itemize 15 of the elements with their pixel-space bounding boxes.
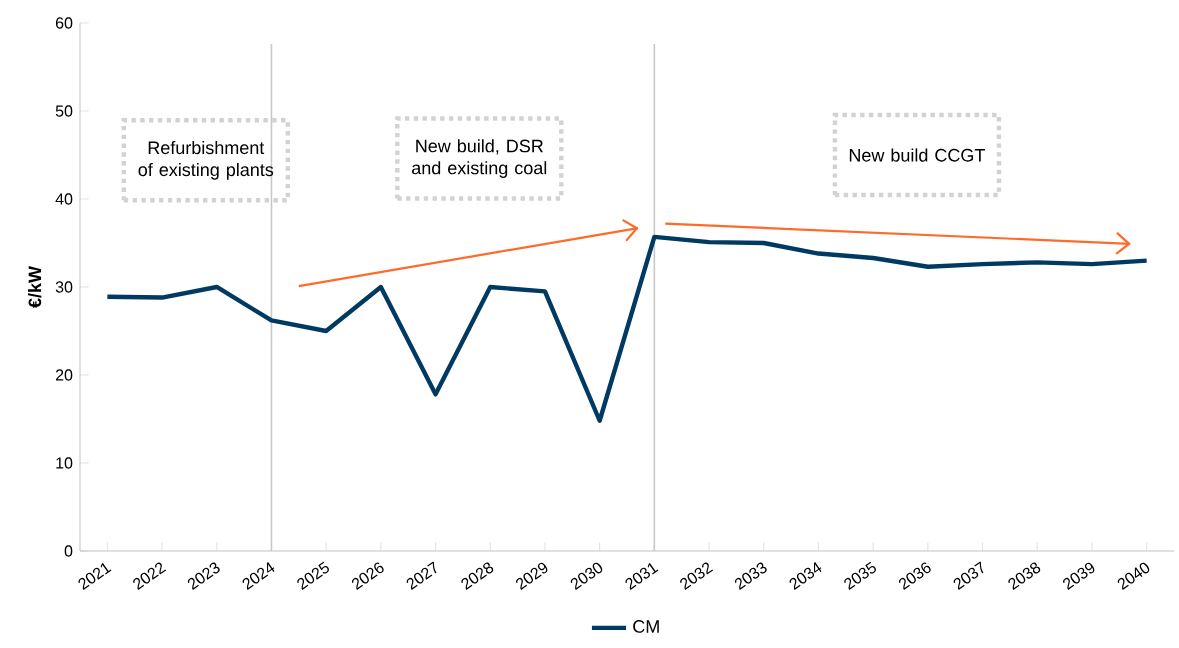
y-tick-label: 0 xyxy=(64,545,73,557)
y-tick-label: 60 xyxy=(55,17,73,29)
y-tick-label: 40 xyxy=(55,193,73,205)
annotation: New build, DSR and existing coal xyxy=(412,139,547,178)
annotation: Refurbishment of existing plants xyxy=(138,140,274,180)
x-tick-label: 2021 xyxy=(78,562,112,590)
annotation: New build CCGT xyxy=(849,148,985,162)
y-tick-label: 10 xyxy=(56,457,73,469)
x-tick-label: 2031 xyxy=(625,562,659,590)
y-tick-label: 30 xyxy=(55,281,73,293)
y-tick-label: 50 xyxy=(55,105,73,117)
legend-label: CM xyxy=(633,620,659,633)
y-tick-label: 20 xyxy=(55,369,73,381)
line-series xyxy=(105,234,1149,423)
y-axis-title: €/kW xyxy=(28,266,42,308)
